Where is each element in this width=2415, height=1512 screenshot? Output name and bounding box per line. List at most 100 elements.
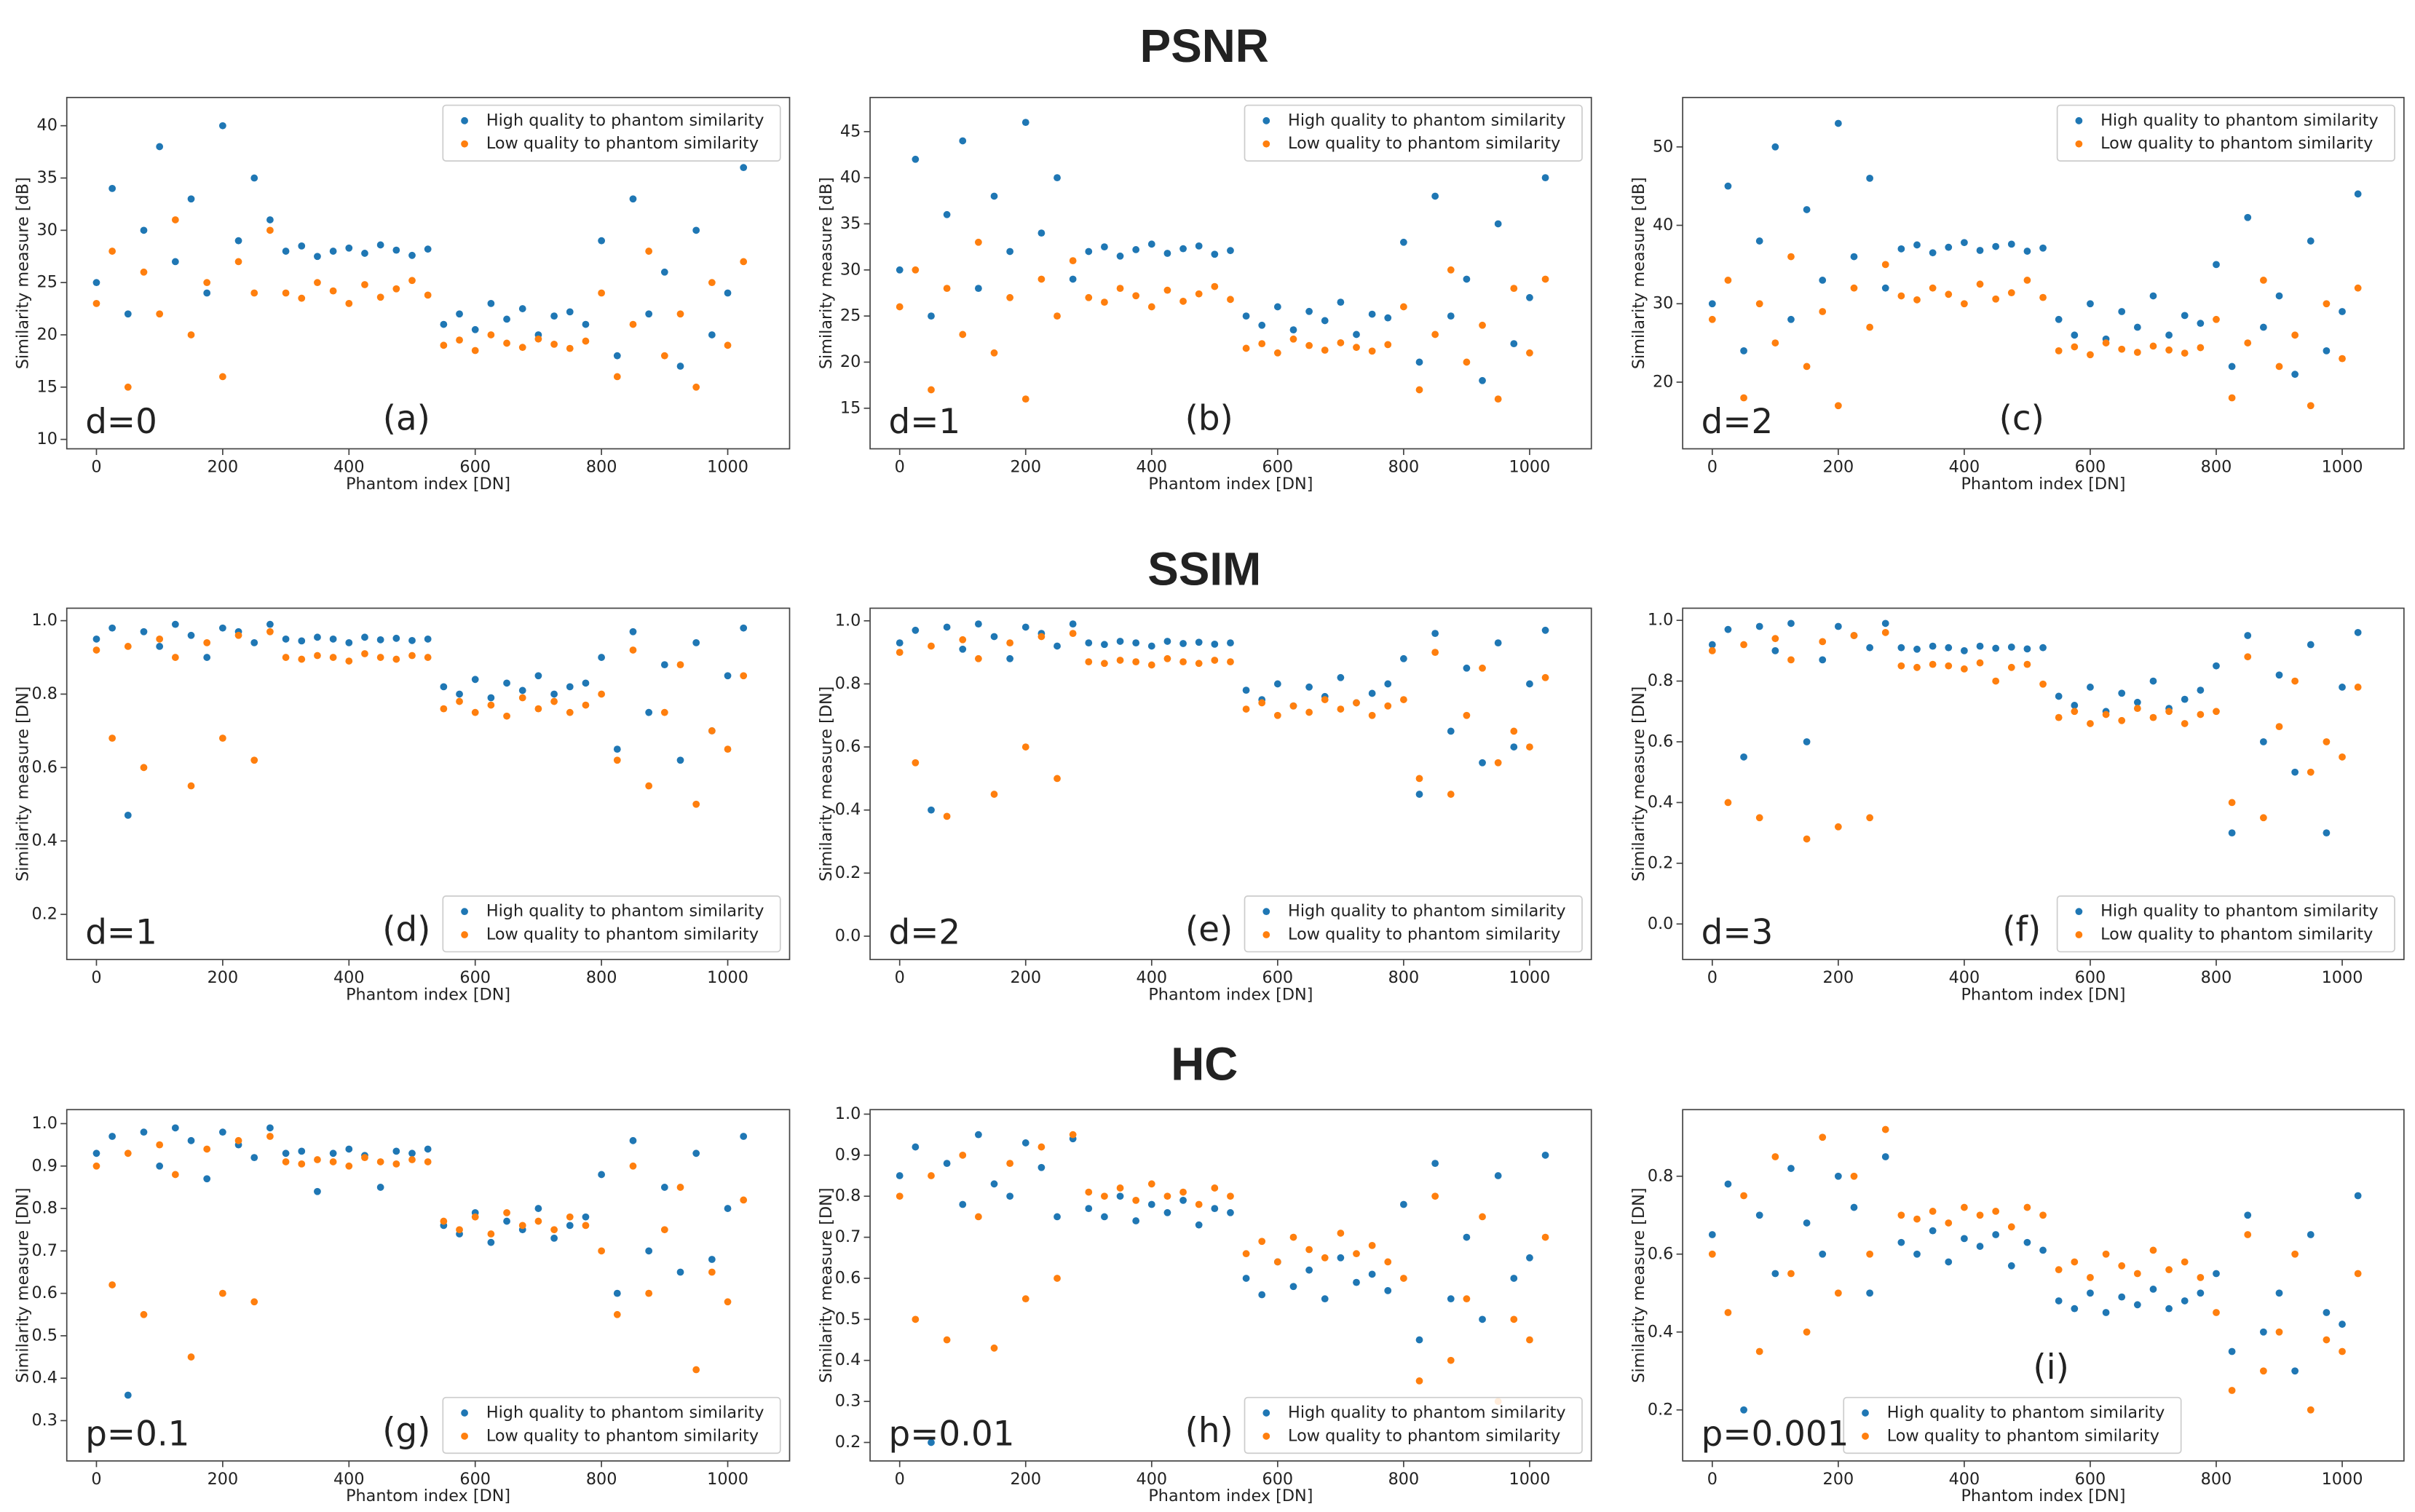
point bbox=[1881, 620, 1889, 628]
point bbox=[943, 210, 951, 218]
point bbox=[1069, 275, 1077, 283]
point bbox=[1961, 1203, 1968, 1211]
x-axis-label: Phantom index [DN] bbox=[1148, 985, 1313, 1004]
point bbox=[1976, 247, 1984, 254]
point bbox=[1541, 673, 1549, 681]
point bbox=[1976, 1211, 1984, 1219]
legend-label: Low quality to phantom similarity bbox=[486, 925, 759, 944]
point bbox=[2244, 1231, 2252, 1238]
point bbox=[1850, 284, 1858, 292]
point bbox=[2118, 689, 2126, 697]
point bbox=[266, 226, 274, 234]
point bbox=[1897, 245, 1905, 253]
param-label: d=2 bbox=[889, 914, 961, 953]
point bbox=[645, 1289, 653, 1297]
point bbox=[1147, 661, 1155, 669]
x-tick-label: 600 bbox=[459, 458, 491, 477]
y-tick-label: 20 bbox=[1653, 372, 1673, 391]
point bbox=[943, 623, 951, 631]
point bbox=[171, 654, 179, 661]
point bbox=[2213, 1309, 2220, 1316]
y-tick-label: 0.5 bbox=[835, 1310, 861, 1329]
point bbox=[1147, 1180, 1155, 1188]
point bbox=[1494, 220, 1502, 228]
point bbox=[2118, 345, 2126, 353]
point bbox=[2039, 644, 2047, 652]
point bbox=[534, 335, 542, 343]
point bbox=[1976, 1243, 1984, 1250]
point bbox=[912, 1143, 920, 1151]
y-tick-label: 40 bbox=[840, 168, 861, 187]
point bbox=[724, 341, 732, 349]
y-tick-label: 45 bbox=[840, 122, 861, 140]
x-tick-label: 200 bbox=[207, 968, 239, 987]
y-tick-label: 0.3 bbox=[835, 1392, 861, 1411]
point bbox=[392, 1160, 400, 1168]
point bbox=[1368, 1241, 1376, 1249]
legend-box bbox=[1244, 104, 1583, 162]
point bbox=[2102, 711, 2110, 719]
point bbox=[1945, 662, 1953, 670]
point bbox=[1384, 341, 1392, 349]
point bbox=[990, 1180, 998, 1188]
point bbox=[1803, 738, 1811, 745]
point bbox=[1755, 1347, 1763, 1355]
point bbox=[282, 1149, 290, 1157]
point bbox=[361, 281, 368, 288]
point bbox=[1242, 705, 1250, 713]
point bbox=[124, 383, 132, 391]
point bbox=[660, 268, 668, 276]
point bbox=[518, 1222, 526, 1230]
x-tick-label: 200 bbox=[1010, 458, 1041, 477]
x-tick-label: 600 bbox=[1262, 1470, 1294, 1489]
point bbox=[660, 352, 668, 360]
panel: 0 200 400 600 800 1000 0.2 0.4 0.6 0.8 1.0 Phantom … bbox=[14, 607, 791, 1004]
point bbox=[2087, 300, 2094, 308]
point bbox=[959, 330, 967, 339]
x-tick-label: 0 bbox=[895, 458, 905, 477]
point bbox=[1242, 344, 1250, 352]
point bbox=[2228, 1347, 2236, 1355]
legend-label: Low quality to phantom similarity bbox=[486, 134, 759, 153]
point bbox=[2181, 349, 2189, 357]
point bbox=[2228, 799, 2236, 807]
legend-marker bbox=[1262, 908, 1270, 916]
point bbox=[329, 654, 337, 661]
point bbox=[1211, 250, 1219, 258]
point bbox=[2023, 660, 2031, 668]
point bbox=[660, 708, 668, 716]
point bbox=[218, 1289, 226, 1297]
point bbox=[724, 289, 732, 297]
point bbox=[266, 1133, 274, 1140]
point bbox=[598, 1171, 606, 1179]
y-tick-label: 1.0 bbox=[31, 611, 57, 630]
point bbox=[440, 683, 448, 691]
point bbox=[1305, 341, 1313, 349]
point bbox=[2007, 643, 2015, 651]
point bbox=[487, 299, 495, 307]
point bbox=[1945, 243, 1953, 251]
point bbox=[440, 320, 448, 328]
point bbox=[503, 339, 510, 347]
x-tick-label: 800 bbox=[586, 968, 617, 987]
point bbox=[990, 192, 998, 200]
point bbox=[1992, 242, 2000, 250]
point bbox=[1526, 1254, 1533, 1262]
point bbox=[990, 349, 998, 357]
point bbox=[2055, 692, 2063, 700]
point bbox=[471, 708, 479, 716]
point bbox=[724, 672, 732, 680]
point bbox=[645, 310, 653, 318]
point bbox=[740, 258, 748, 266]
point bbox=[912, 626, 920, 634]
point bbox=[692, 1149, 700, 1157]
point bbox=[1195, 242, 1203, 250]
param-label: p=0.1 bbox=[85, 1414, 189, 1454]
point bbox=[1526, 680, 1533, 688]
point bbox=[1708, 641, 1716, 649]
point bbox=[376, 1158, 384, 1165]
point bbox=[1321, 347, 1329, 354]
point bbox=[329, 287, 337, 295]
point bbox=[1850, 253, 1858, 261]
point bbox=[2133, 705, 2141, 713]
